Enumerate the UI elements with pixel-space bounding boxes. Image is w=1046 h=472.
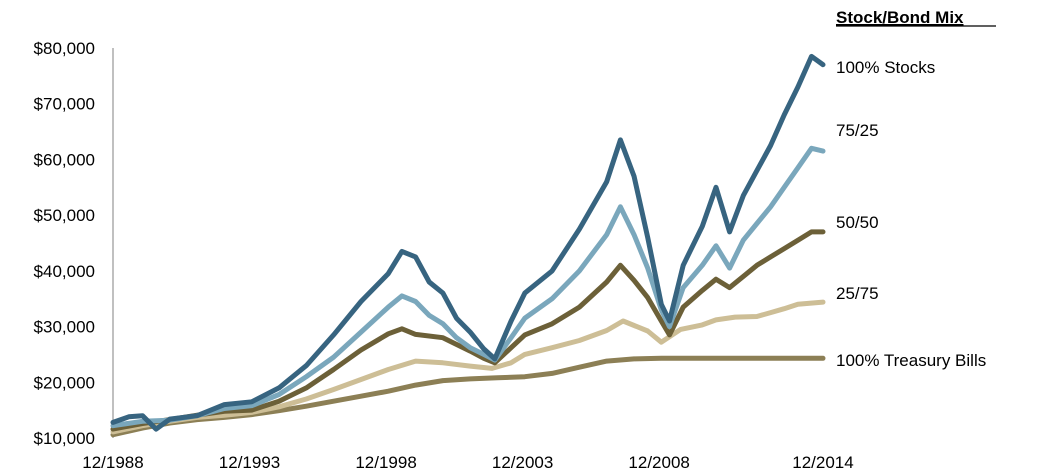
- y-tick-label: $60,000: [34, 150, 95, 169]
- y-tick-label: $30,000: [34, 318, 95, 337]
- x-tick-label: 12/1988: [82, 453, 143, 472]
- x-tick-label: 12/2003: [492, 453, 553, 472]
- series-label: 100% Stocks: [836, 58, 935, 77]
- y-tick-label: $50,000: [34, 206, 95, 225]
- series-line-50-50: [110, 229, 826, 432]
- series-label: 50/50: [836, 213, 879, 232]
- series-label: 75/25: [836, 121, 879, 140]
- y-tick-label: $40,000: [34, 262, 95, 281]
- y-tick-label: $70,000: [34, 95, 95, 114]
- series-line-25-75: [110, 299, 826, 435]
- x-tick-label: 12/1998: [355, 453, 416, 472]
- x-axis-ticks: 12/1988 12/1993 12/1998 12/2003 12/2008 12/20…: [82, 453, 853, 472]
- y-tick-label: $20,000: [34, 373, 95, 392]
- series-label: 100% Treasury Bills: [836, 351, 986, 370]
- series-line-100-treasury-bills: [110, 355, 826, 438]
- series-line-100-stocks: [110, 53, 826, 432]
- series-lines: [110, 53, 826, 438]
- y-tick-label: $80,000: [34, 39, 95, 58]
- x-tick-label: 12/1993: [219, 453, 280, 472]
- x-tick-label: 12/2014: [792, 453, 853, 472]
- series-labels: 100% Treasury Bills 25/75 50/50 75/25 100% S…: [836, 58, 986, 370]
- series-line-75-25: [110, 145, 826, 429]
- legend-title: Stock/Bond Mix: [836, 8, 964, 27]
- y-tick-label: $10,000: [34, 429, 95, 448]
- y-axis-ticks: $10,000 $20,000 $30,000 $40,000 $50,000 $60,0…: [34, 39, 95, 448]
- series-label: 25/75: [836, 284, 879, 303]
- x-tick-label: 12/2008: [628, 453, 689, 472]
